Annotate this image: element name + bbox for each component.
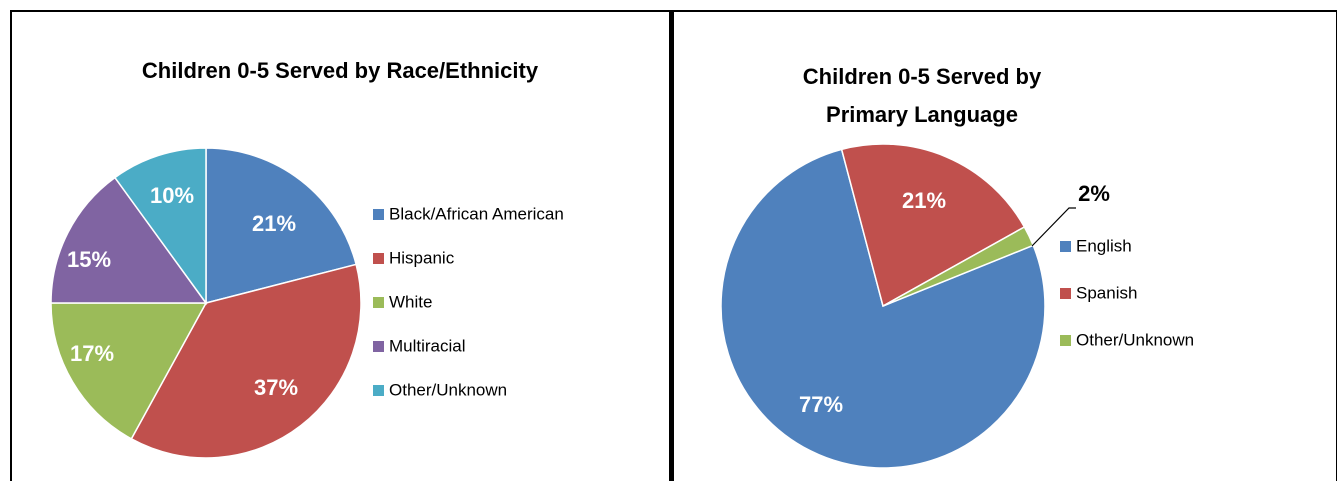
race-slice-multiracial [50,176,208,304]
race-legend-swatch-multiracial [373,341,384,352]
language-slice-spanish [840,143,1026,308]
race-data-label-multiracial: 15% [67,247,111,272]
language-leader-line-other-unknown [1031,207,1076,247]
race-slice-black-african-american [205,147,358,304]
language-legend-swatch-english [1060,241,1071,252]
race-slice-white [50,302,208,440]
panel-divider [670,10,673,481]
race-slice-other-unknown [113,147,207,306]
primary-language-pie-chart: Children 0-5 Served by Primary Language … [720,64,1194,469]
language-slice-english [720,148,1046,469]
race-legend-item-white: White [389,292,432,311]
race-ethnicity-chart-panel: Children 0-5 Served by Race/Ethnicity 21… [10,10,670,481]
race-legend-swatch-black-african-american [373,209,384,220]
language-data-label-english: 77% [799,392,843,417]
language-data-label-other-unknown: 2% [1078,181,1110,206]
language-legend-item-spanish: Spanish [1076,283,1137,302]
language-legend-item-english: English [1076,236,1132,255]
race-legend-item-multiracial: Multiracial [389,336,466,355]
race-legend-item-hispanic: Hispanic [389,248,455,267]
race-legend-item-black-african-american: Black/African American [389,204,564,223]
race-ethnicity-chart-title: Children 0-5 Served by Race/Ethnicity [142,58,539,83]
race-legend-item-other-unknown: Other/Unknown [389,380,507,399]
language-data-label-spanish: 21% [902,188,946,213]
race-ethnicity-pie-chart: Children 0-5 Served by Race/Ethnicity 21… [50,58,564,459]
language-legend-swatch-spanish [1060,288,1071,299]
race-data-label-other-unknown: 10% [150,183,194,208]
language-legend-swatch-other-unknown [1060,335,1071,346]
primary-language-chart-panel: Children 0-5 Served by Primary Language … [673,10,1337,481]
primary-language-chart-title-line-1: Children 0-5 Served by [803,64,1042,89]
primary-language-chart-title-line-2: Primary Language [826,102,1018,127]
race-legend-swatch-other-unknown [373,385,384,396]
race-legend-swatch-hispanic [373,253,384,264]
language-legend-item-other-unknown: Other/Unknown [1076,330,1194,349]
race-data-label-hispanic: 37% [254,375,298,400]
race-slice-hispanic [130,263,362,459]
race-legend-swatch-white [373,297,384,308]
race-data-label-white: 17% [70,341,114,366]
race-data-label-black-african-american: 21% [252,211,296,236]
